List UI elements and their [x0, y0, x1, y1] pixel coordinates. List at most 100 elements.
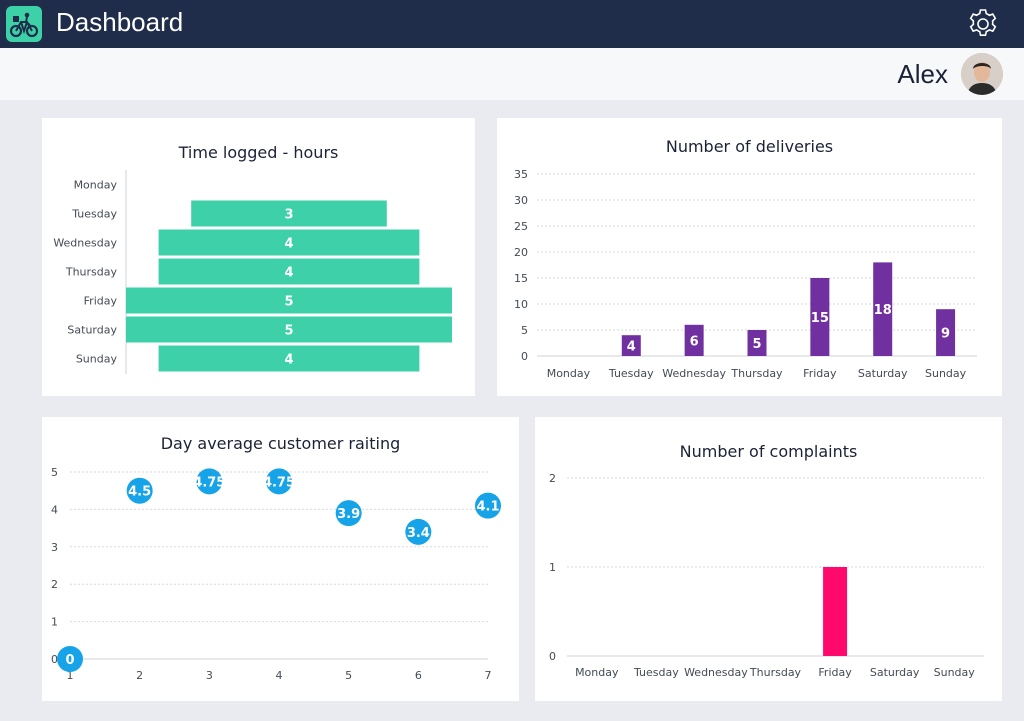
scatter-point: [126, 477, 153, 504]
chart-time-logged: Monday Tuesday 3 Wednesday 4 Thursday 4 Friday 5…: [53, 170, 452, 374]
data-label: 4.75: [263, 475, 295, 490]
x-tick-label: Thursday: [730, 367, 783, 380]
y-tick-label: 1: [51, 616, 58, 629]
data-label: 4: [627, 340, 636, 355]
chart-title: Day average customer raiting: [160, 434, 401, 453]
y-tick-label: 15: [514, 272, 528, 285]
user-bar: Alex: [0, 48, 1024, 100]
data-label: 6: [690, 334, 699, 349]
y-tick-label: 0: [549, 650, 556, 663]
y-tick-label: 1: [549, 561, 556, 574]
y-tick-label: Sunday: [76, 353, 118, 366]
y-tick-label: 4: [51, 503, 58, 516]
data-label: 5: [284, 324, 293, 339]
chart-title: Time logged - hours: [178, 143, 339, 162]
y-tick-label: 5: [521, 324, 528, 337]
bar: [158, 229, 420, 256]
chart-title: Number of complaints: [679, 442, 858, 461]
y-tick-label: 35: [514, 168, 528, 181]
x-tick-label: 6: [415, 669, 422, 682]
y-tick-label: 0: [51, 653, 58, 666]
scatter-point: [475, 492, 501, 519]
x-tick-label: 4: [276, 669, 283, 682]
x-tick-label: 1: [67, 669, 74, 682]
data-label: 18: [874, 303, 892, 318]
y-tick-label: 10: [514, 298, 528, 311]
y-tick-label: 25: [514, 220, 528, 233]
bar: [126, 287, 452, 314]
y-tick-label: 3: [51, 541, 58, 554]
data-label: 9: [941, 327, 950, 342]
scatter-point: [335, 500, 362, 527]
y-tick-label: 2: [51, 578, 58, 591]
data-label: 4.1: [476, 500, 499, 515]
data-label: 5: [284, 295, 293, 310]
chart-card-complaints: Number of complaints 0 1 2 Monday Tuesday Wed…: [535, 417, 1002, 701]
scatter-point: [196, 468, 223, 495]
y-tick-label: Saturday: [67, 324, 117, 337]
top-bar: Dashboard: [0, 0, 1024, 48]
bar: [621, 335, 641, 356]
scatter-point: [405, 518, 432, 545]
bar: [936, 309, 956, 356]
x-tick-label: Friday: [803, 367, 837, 380]
y-tick-label: 0: [521, 350, 528, 363]
y-tick-label: 5: [51, 466, 58, 479]
bar: [191, 200, 387, 227]
bar: [823, 567, 848, 656]
x-tick-label: Saturday: [870, 666, 920, 679]
chart-title: Number of deliveries: [665, 137, 834, 156]
x-tick-label: Sunday: [934, 666, 976, 679]
x-tick-label: Monday: [547, 367, 591, 380]
data-label: 3: [284, 208, 293, 223]
chart-card-deliveries: Number of deliveries 0 5 10 15 20 25 30 35 Monda…: [497, 118, 1002, 396]
bar: [126, 316, 452, 343]
y-tick-label: Friday: [84, 295, 118, 308]
bar: [873, 262, 893, 356]
data-label: 0: [65, 653, 74, 668]
data-label: 4: [284, 266, 293, 281]
chart-deliveries: 0 5 10 15 20 25 30 35 Monday Tuesday 4 Wednesday 6 Th…: [514, 168, 977, 380]
bike-delivery-icon: [9, 12, 39, 38]
bar: [747, 330, 767, 356]
bar: [158, 345, 420, 372]
x-tick-label: Sunday: [925, 367, 967, 380]
avatar[interactable]: [961, 53, 1003, 95]
chart-card-time-logged: Time logged - hours Monday Tuesday 3 Wednes…: [42, 118, 475, 396]
data-label: 5: [752, 337, 761, 352]
x-tick-label: 3: [206, 669, 213, 682]
x-tick-label: Tuesday: [633, 666, 679, 679]
data-label: 3.9: [337, 507, 360, 522]
y-tick-label: 2: [549, 472, 556, 485]
x-tick-label: 7: [485, 669, 492, 682]
x-tick-label: Saturday: [858, 367, 908, 380]
chart-complaints: 0 1 2 Monday Tuesday Wednesday Thursday Friday S…: [549, 472, 984, 679]
x-tick-label: Thursday: [749, 666, 802, 679]
bar: [158, 258, 420, 285]
y-tick-label: 30: [514, 194, 528, 207]
data-label: 3.4: [407, 526, 430, 541]
x-tick-label: 5: [345, 669, 352, 682]
y-tick-label: Monday: [74, 179, 118, 192]
x-tick-label: Friday: [818, 666, 852, 679]
app-title: Dashboard: [56, 7, 184, 37]
data-label: 4.75: [193, 475, 225, 490]
logo[interactable]: [6, 6, 42, 42]
user-name[interactable]: Alex: [897, 59, 948, 89]
gear-icon[interactable]: [966, 7, 1000, 41]
bar: [684, 324, 704, 356]
data-label: 4: [284, 353, 293, 368]
x-tick-label: Wednesday: [684, 666, 748, 679]
data-label: 4: [284, 237, 293, 252]
y-tick-label: Wednesday: [53, 237, 117, 250]
y-tick-label: Tuesday: [71, 208, 117, 221]
scatter-point: [266, 468, 292, 495]
bar: [810, 278, 830, 356]
x-tick-label: 2: [136, 669, 143, 682]
x-tick-label: Monday: [575, 666, 619, 679]
data-label: 4.5: [128, 485, 151, 500]
x-tick-label: Wednesday: [662, 367, 726, 380]
data-label: 15: [811, 311, 829, 326]
